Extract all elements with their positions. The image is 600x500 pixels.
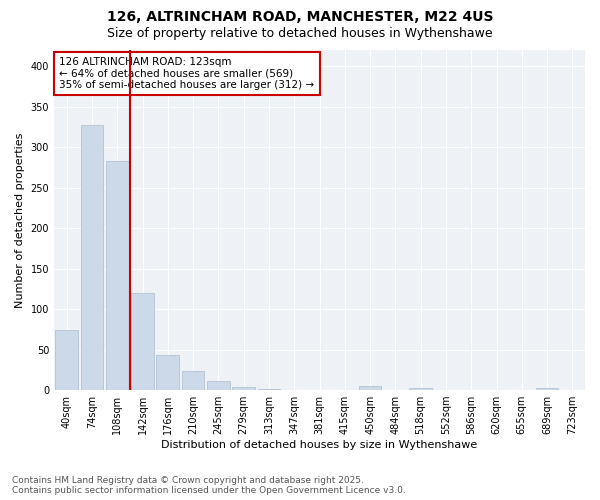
Bar — [232, 387, 255, 390]
Bar — [536, 388, 559, 390]
Text: 126, ALTRINCHAM ROAD, MANCHESTER, M22 4US: 126, ALTRINCHAM ROAD, MANCHESTER, M22 4U… — [107, 10, 493, 24]
Bar — [359, 386, 382, 390]
Bar — [409, 388, 432, 390]
Bar — [207, 381, 230, 390]
Bar — [157, 356, 179, 390]
Text: Contains HM Land Registry data © Crown copyright and database right 2025.
Contai: Contains HM Land Registry data © Crown c… — [12, 476, 406, 495]
Bar — [80, 126, 103, 390]
Bar — [182, 370, 205, 390]
Bar — [55, 330, 78, 390]
Text: 126 ALTRINCHAM ROAD: 123sqm
← 64% of detached houses are smaller (569)
35% of se: 126 ALTRINCHAM ROAD: 123sqm ← 64% of det… — [59, 57, 314, 90]
X-axis label: Distribution of detached houses by size in Wythenshawe: Distribution of detached houses by size … — [161, 440, 478, 450]
Text: Size of property relative to detached houses in Wythenshawe: Size of property relative to detached ho… — [107, 28, 493, 40]
Bar — [106, 161, 128, 390]
Y-axis label: Number of detached properties: Number of detached properties — [15, 132, 25, 308]
Bar — [131, 293, 154, 390]
